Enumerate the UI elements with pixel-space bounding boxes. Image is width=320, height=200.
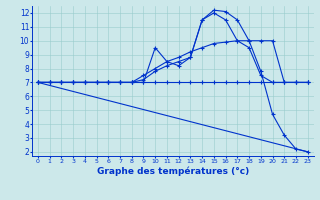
- X-axis label: Graphe des températures (°c): Graphe des températures (°c): [97, 167, 249, 176]
